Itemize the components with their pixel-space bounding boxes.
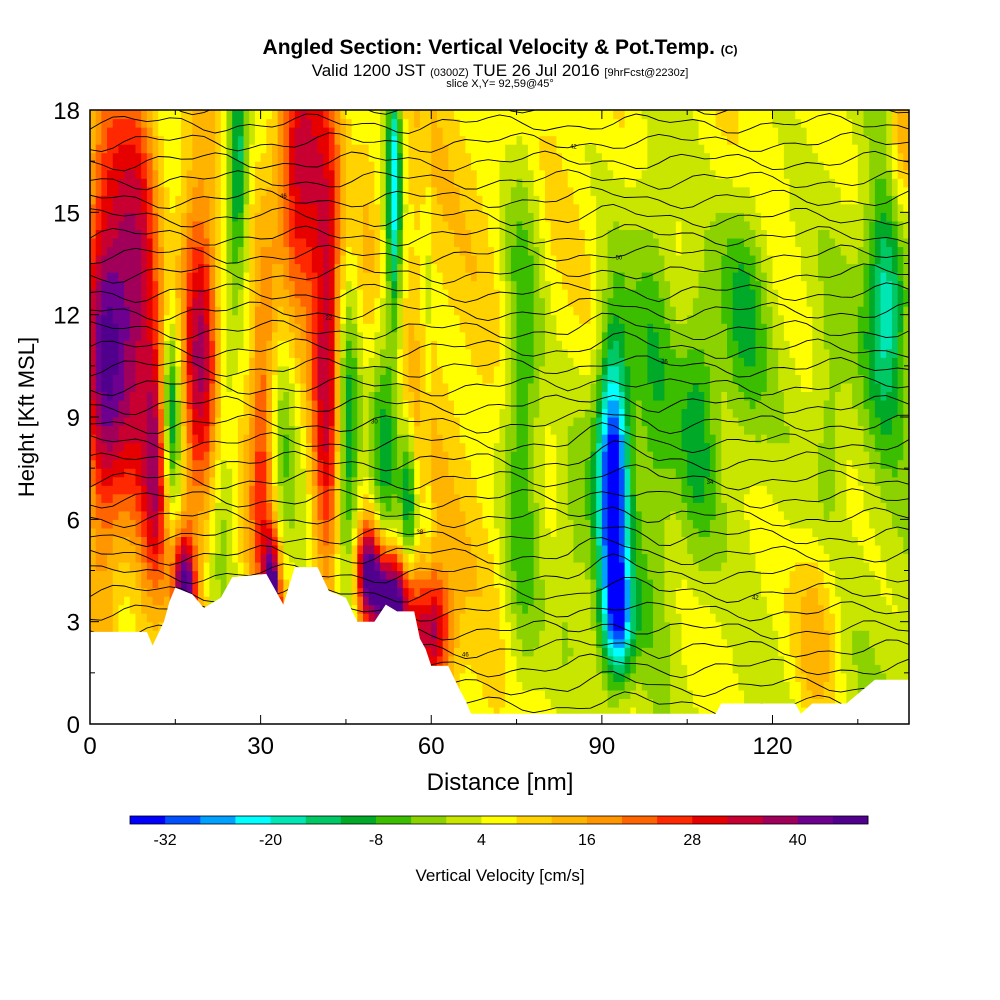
contour-label: 38 bbox=[417, 530, 424, 536]
colorbar-swatch bbox=[340, 816, 377, 824]
colorbar-swatch bbox=[762, 816, 799, 824]
colorbar-swatch bbox=[200, 816, 236, 824]
colorbar-tick-label: 28 bbox=[683, 832, 701, 849]
theta-contour-line bbox=[90, 244, 909, 266]
y-tick-label: 18 bbox=[53, 98, 80, 125]
contour-label: 38 bbox=[235, 80, 242, 86]
theta-contour-line bbox=[90, 169, 909, 191]
contour-label: 50 bbox=[616, 256, 623, 262]
colorbar-swatch bbox=[270, 816, 307, 824]
contour-label: 22 bbox=[326, 315, 333, 321]
colorbar-swatch bbox=[832, 816, 869, 824]
colorbar-swatch bbox=[130, 816, 166, 824]
colorbar-swatch bbox=[446, 816, 482, 824]
colorbar-tick-label: 4 bbox=[477, 832, 486, 849]
colorbar: -32 -20 -8 4 16 28 40 bbox=[129, 815, 869, 849]
theta-contour-line bbox=[90, 537, 909, 566]
theta-contour-line bbox=[90, 488, 909, 510]
theta-contour-line bbox=[90, 440, 909, 473]
theta-contour-line bbox=[90, 263, 909, 285]
contour-label: 26 bbox=[661, 359, 668, 365]
theta-contour-line bbox=[90, 355, 909, 378]
colorbar-tick-label: 40 bbox=[789, 832, 807, 849]
y-tick-label: 15 bbox=[53, 200, 80, 227]
theta-contour-line bbox=[90, 203, 909, 229]
theta-contour-line bbox=[90, 506, 909, 529]
y-tick-label: 9 bbox=[67, 405, 80, 432]
colorbar-swatch bbox=[622, 816, 658, 824]
theta-contour-line bbox=[90, 409, 909, 435]
contour-label: 46 bbox=[462, 653, 469, 659]
colorbar-tick-label: 16 bbox=[578, 832, 596, 849]
colorbar-swatch bbox=[797, 816, 834, 824]
colorbar-tick-label: -8 bbox=[369, 832, 383, 849]
contour-label: 42 bbox=[570, 144, 577, 150]
theta-contour-line bbox=[90, 331, 909, 359]
y-tick-label: 3 bbox=[67, 610, 80, 637]
colorbar-swatch bbox=[411, 816, 447, 824]
theta-contour-line bbox=[90, 150, 909, 172]
slice-info: slice X,Y= 92,59@45° bbox=[446, 78, 554, 90]
colorbar-swatch bbox=[305, 816, 342, 824]
theta-contour-line bbox=[90, 553, 909, 585]
theta-contour-line bbox=[90, 113, 909, 134]
theta-contour-line bbox=[90, 297, 909, 322]
colorbar-swatch bbox=[551, 816, 588, 824]
theta-contour-line bbox=[90, 224, 909, 247]
contour-label: 46 bbox=[280, 194, 287, 200]
terrain-mask bbox=[90, 567, 909, 724]
colorbar-swatch bbox=[516, 816, 553, 824]
x-tick-label: 90 bbox=[589, 733, 616, 760]
colorbar-swatch bbox=[481, 816, 517, 824]
colorbar-swatch bbox=[165, 816, 201, 824]
contour-label: 42 bbox=[752, 595, 759, 601]
colorbar-swatch bbox=[586, 816, 623, 824]
x-tick-label: 120 bbox=[752, 733, 792, 760]
x-tick-label: 30 bbox=[247, 733, 274, 760]
theta-contour-line bbox=[90, 186, 909, 210]
theta-contour-line bbox=[90, 464, 909, 491]
theta-contour-line bbox=[90, 76, 909, 96]
colorbar-swatch bbox=[692, 816, 728, 824]
chart-title: Angled Section: Vertical Velocity & Pot.… bbox=[262, 36, 738, 59]
colorbar-label: Vertical Velocity [cm/s] bbox=[415, 866, 584, 885]
theta-contour-line bbox=[90, 282, 909, 303]
axes: 0 30 60 90 120 0 3 6 9 12 15 18 bbox=[53, 98, 909, 760]
y-tick-label: 12 bbox=[53, 303, 80, 330]
x-axis-label: Distance [nm] bbox=[427, 769, 574, 796]
colorbar-swatch bbox=[376, 816, 412, 824]
colorbar-tick-label: -20 bbox=[259, 832, 282, 849]
valid-time-line: Valid 1200 JST (0300Z) TUE 26 Jul 2016 [… bbox=[311, 61, 689, 80]
y-axis-label: Height [Kft MSL] bbox=[14, 337, 39, 497]
x-tick-label: 0 bbox=[83, 733, 96, 760]
y-tick-label: 0 bbox=[67, 712, 80, 739]
theta-contour-line bbox=[90, 422, 909, 454]
contour-label: 30 bbox=[371, 420, 378, 426]
theta-contour-line bbox=[90, 523, 909, 548]
theta-contour-line bbox=[90, 394, 909, 416]
theta-contour-line bbox=[90, 312, 909, 341]
contour-label: 34 bbox=[707, 480, 714, 486]
colorbar-frame bbox=[129, 815, 869, 825]
x-tick-label: 60 bbox=[418, 733, 445, 760]
colorbar-swatch bbox=[657, 816, 693, 824]
colorbar-tick-label: -32 bbox=[154, 832, 177, 849]
colorbar-swatch bbox=[235, 816, 271, 824]
theta-contour-line bbox=[90, 131, 909, 153]
theta-contour-line bbox=[90, 375, 909, 397]
y-tick-label: 6 bbox=[67, 507, 80, 534]
colorbar-swatch bbox=[727, 816, 763, 824]
